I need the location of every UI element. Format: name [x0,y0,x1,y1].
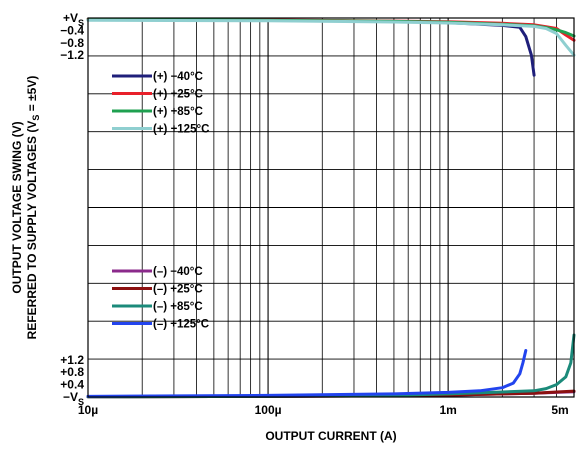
x-tick-label: 5m [551,403,568,417]
y-axis-label-tail: = ±5V) [25,76,39,115]
y-axis-label-main: REFERRED TO SUPPLY VOLTAGES (V [25,121,39,340]
y-tick-label: −0.8 [60,36,84,50]
y-tick-label: −VS [63,390,84,407]
legend-label: (+) +125°C [153,124,209,136]
x-axis-label: OUTPUT CURRENT (A) [265,429,396,443]
y-tick-label: +0.8 [60,365,84,379]
series-line [86,18,576,57]
legend-label: (+) +25°C [153,89,203,101]
legend-label: (+) −40°C [153,71,203,83]
tick-labels: +VS−0.4−0.8−1.2 −VS+0.4+0.8+1.2 10µ 100µ 1m 5… [60,11,568,417]
y-axis-label: OUTPUT VOLTAGE SWING (V) REFERRED TO SUP… [10,76,41,340]
legend: (+) −40°C (+) +25°C (+) +85°C (+) +125°C (–)… [112,71,209,331]
y-axis-label-line1: OUTPUT VOLTAGE SWING (V) [10,121,24,293]
grid [88,18,574,397]
plot-frame [87,17,575,398]
y-tick-label: +0.4 [60,378,84,392]
series-line [86,349,528,398]
x-tick-label: 100µ [255,403,282,417]
x-tick-label: 10µ [78,403,98,417]
legend-label: (+) +85°C [153,106,203,118]
legend-label: (–) +85°C [153,301,203,313]
legend-label: (–) +125°C [153,319,209,331]
series-line [86,18,536,77]
y-tick-label: +VS [63,11,84,28]
series-lines [86,17,576,399]
y-tick-label: −1.2 [60,48,84,62]
y-axis-label-sub: S [31,115,41,121]
y-tick-label: +1.2 [60,353,84,367]
y-axis-label-line2: REFERRED TO SUPPLY VOLTAGES (VS = ±5V) [25,76,41,340]
y-tick-label: −0.4 [60,23,84,37]
x-tick-label: 1m [439,403,456,417]
legend-label: (–) +25°C [153,284,203,296]
legend-label: (–) −40°C [153,266,203,278]
